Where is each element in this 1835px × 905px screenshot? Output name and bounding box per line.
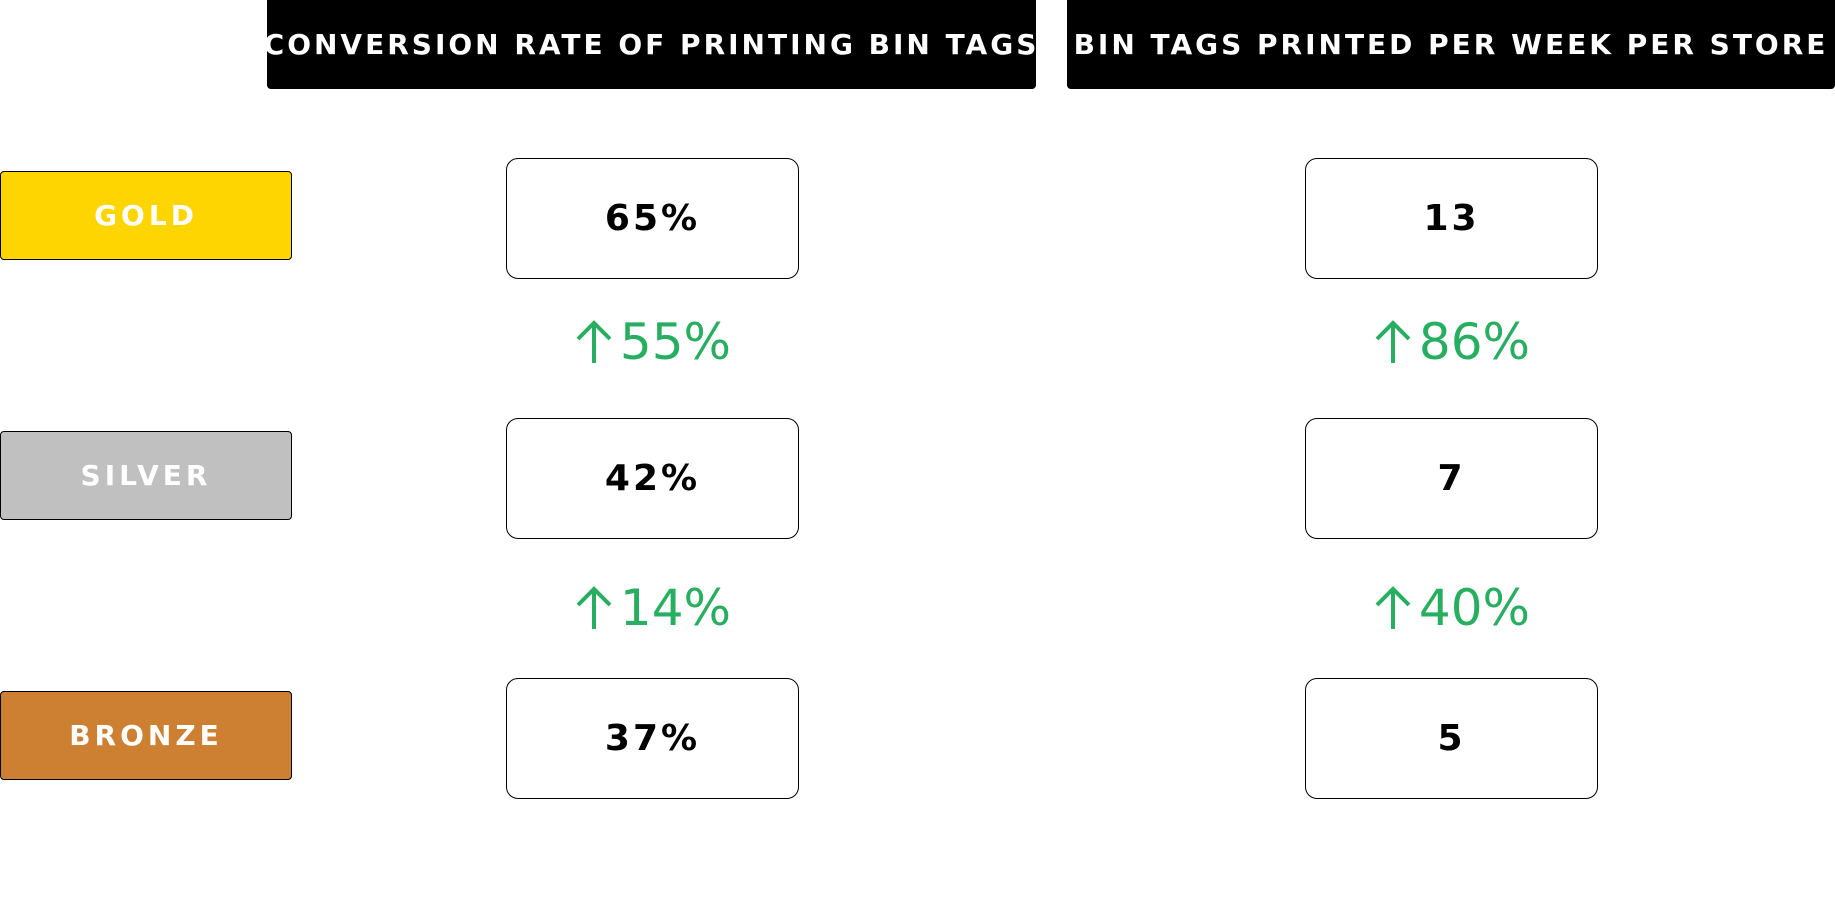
change-label: 86% — [1418, 313, 1531, 371]
arrow-up-icon — [1373, 585, 1413, 631]
bintags-value-silver: 7 — [1305, 418, 1598, 539]
conversion-value-bronze: 37% — [506, 678, 799, 799]
change-label: 55% — [619, 313, 732, 371]
conversion-value-gold: 65% — [506, 158, 799, 279]
tier-bronze: BRONZE — [0, 691, 292, 780]
change-label: 14% — [619, 579, 732, 637]
bintags-value-gold: 13 — [1305, 158, 1598, 279]
arrow-up-icon — [574, 319, 614, 365]
conversion-change-bronze-to-silver: 14% — [506, 573, 799, 643]
bintags-change-bronze-to-silver: 40% — [1305, 573, 1598, 643]
conversion-change-silver-to-gold: 55% — [506, 307, 799, 377]
conversion-value-silver: 42% — [506, 418, 799, 539]
change-label: 40% — [1418, 579, 1531, 637]
arrow-up-icon — [1373, 319, 1413, 365]
bintags-value-bronze: 5 — [1305, 678, 1598, 799]
header-conversion-rate: CONVERSION RATE OF PRINTING BIN TAGS — [264, 0, 1036, 89]
tier-gold: GOLD — [0, 171, 292, 260]
header-bin-tags-per-week: BIN TAGS PRINTED PER WEEK PER STORE — [1067, 0, 1835, 89]
tier-silver: SILVER — [0, 431, 292, 520]
arrow-up-icon — [574, 585, 614, 631]
bintags-change-silver-to-gold: 86% — [1305, 307, 1598, 377]
